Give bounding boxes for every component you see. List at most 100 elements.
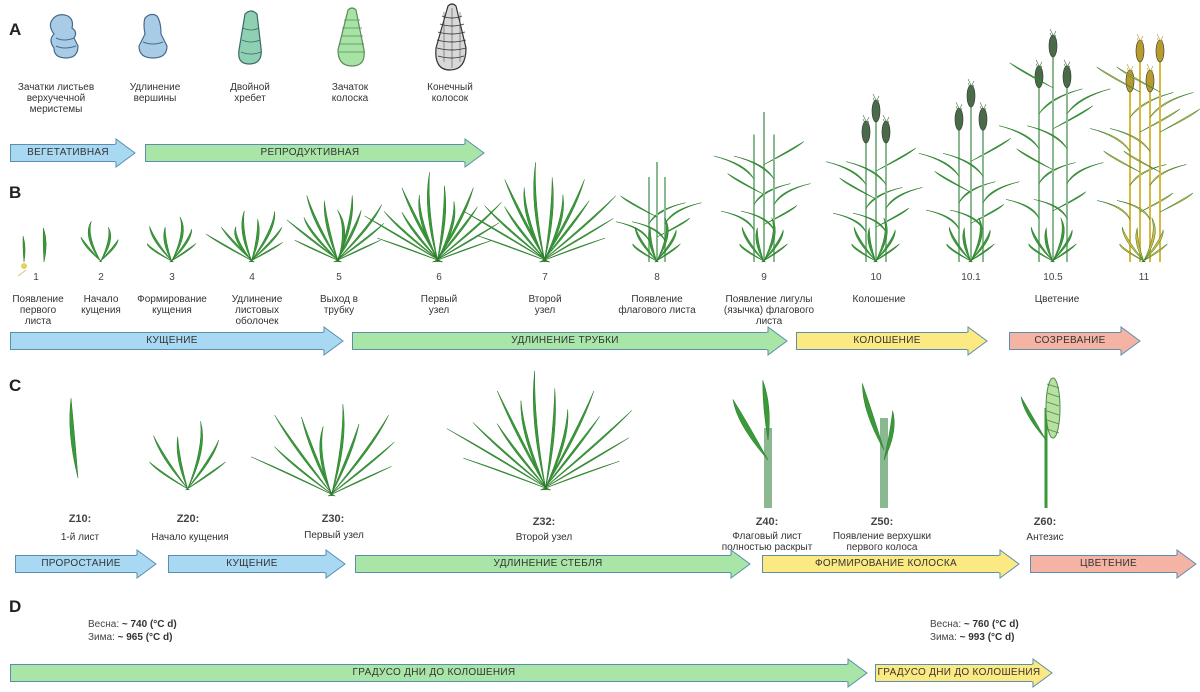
- awn: [1139, 35, 1144, 43]
- leaf: [826, 161, 867, 185]
- arrow-body: [875, 664, 1034, 682]
- arrow-germination-c: ПРОРОСТАНИЕ: [15, 549, 157, 579]
- plant-stage-5: [286, 195, 385, 263]
- plant-z32: [446, 370, 633, 491]
- leaf: [544, 409, 569, 491]
- leaf: [433, 222, 500, 263]
- leaf: [969, 229, 991, 263]
- stage-b-num-3: 3: [169, 272, 175, 283]
- stage-b-label-1: Появление первого листа: [12, 294, 64, 327]
- arrow-head: [464, 138, 485, 168]
- awn: [1129, 65, 1134, 73]
- stage-a-label-3: Двойной хребет: [230, 82, 270, 104]
- leaf: [1142, 217, 1156, 263]
- arrow-reproductive: РЕПРОДУКТИВНАЯ: [145, 138, 485, 168]
- leaf: [853, 227, 877, 263]
- arrow-gdd-to-heading-1: ГРАДУСО ДНИ ДО КОЛОШЕНИЯ: [10, 658, 868, 688]
- leaf: [634, 227, 658, 263]
- leaf: [1159, 192, 1194, 213]
- awn: [1136, 33, 1141, 41]
- arrow-body: [10, 144, 117, 162]
- leaf: [1129, 164, 1167, 186]
- plant-stage-3: [146, 216, 197, 263]
- awn: [967, 82, 972, 90]
- awn: [1049, 32, 1054, 40]
- awn: [1139, 39, 1144, 47]
- leaf: [970, 138, 1012, 162]
- arrow-tillering-b: КУЩЕНИЕ: [10, 326, 344, 356]
- stage-a-label-4: Зачаток колоска: [331, 82, 369, 104]
- arrow-flowering-c: ЦВЕТЕНИЕ: [1030, 549, 1197, 579]
- awn: [872, 93, 877, 101]
- leaf: [934, 171, 972, 193]
- stage-b-label-8: Появление флагового листа: [618, 294, 696, 316]
- leaf: [333, 239, 381, 263]
- leaf: [969, 217, 983, 263]
- arrow-body: [796, 332, 969, 350]
- leaf: [69, 398, 79, 479]
- leaf: [163, 226, 173, 263]
- stage-b-num-10-1: 10.1: [961, 272, 981, 283]
- stage-c-label-1: 1-й лист: [60, 532, 100, 543]
- arrow-stem-elongation-b: УДЛИНЕНИЕ ТРУБКИ: [352, 326, 788, 356]
- section-b-letter: B: [9, 183, 22, 202]
- leaf: [1119, 243, 1146, 263]
- leaf: [867, 227, 877, 263]
- arrow-gdd-to-heading-2: ГРАДУСО ДНИ ДО КОЛОШЕНИЯ: [875, 658, 1053, 688]
- arrow-body: [355, 555, 732, 573]
- leaf: [532, 370, 547, 491]
- leaf: [1066, 88, 1111, 115]
- leaf: [616, 221, 650, 241]
- leaf: [533, 162, 546, 263]
- leaf: [1096, 66, 1141, 93]
- leaf: [1139, 192, 1174, 213]
- leaf: [99, 227, 111, 263]
- leaf: [541, 437, 629, 491]
- leaf: [221, 226, 254, 263]
- arrow-body: [145, 144, 466, 162]
- leaf: [497, 390, 548, 491]
- leaf: [327, 466, 392, 497]
- stage-b-num-10: 10: [870, 272, 882, 283]
- leaf: [377, 237, 443, 263]
- awn: [862, 118, 867, 126]
- double-ridge-icon: [238, 10, 262, 65]
- leaf: [761, 243, 788, 263]
- awn: [1146, 67, 1151, 75]
- leaf: [999, 125, 1040, 149]
- apex-elongation-icon: [138, 13, 168, 59]
- leaf: [504, 206, 548, 263]
- stage-c-code-3: Z30:: [321, 513, 345, 525]
- gdd-left-spring-label: Весна:: [88, 619, 120, 630]
- awn: [875, 95, 880, 103]
- arrow-body: [10, 664, 849, 682]
- gdd-right-spring-value: ~ 760 (°C d): [963, 619, 1019, 630]
- leaf: [146, 242, 174, 263]
- stage-b-label-6: Первый узел: [420, 294, 458, 316]
- leaf: [741, 227, 765, 263]
- leaf: [476, 235, 550, 263]
- leaf: [875, 147, 917, 172]
- leaf: [851, 243, 878, 263]
- leaf: [1141, 243, 1168, 263]
- leaf: [170, 229, 192, 263]
- leaf: [169, 243, 197, 263]
- awn: [885, 120, 890, 128]
- leaf: [919, 153, 960, 177]
- leaf: [1027, 125, 1068, 149]
- leaf-primordia-meristem-icon: [49, 14, 79, 59]
- leaf: [80, 236, 102, 263]
- leaf: [1006, 199, 1040, 219]
- leaf: [732, 399, 769, 461]
- section-c-letter: C: [9, 376, 22, 395]
- awn: [1052, 34, 1057, 42]
- arrow-head: [323, 326, 344, 356]
- plant-z20: [149, 421, 226, 491]
- leaf: [294, 239, 342, 263]
- plant-stage-10-5: [999, 28, 1111, 263]
- leaf: [463, 457, 551, 491]
- leaf: [1066, 162, 1104, 184]
- stage-c-code-5: Z40:: [755, 516, 779, 528]
- leaf: [87, 220, 102, 263]
- leaf: [1103, 150, 1141, 173]
